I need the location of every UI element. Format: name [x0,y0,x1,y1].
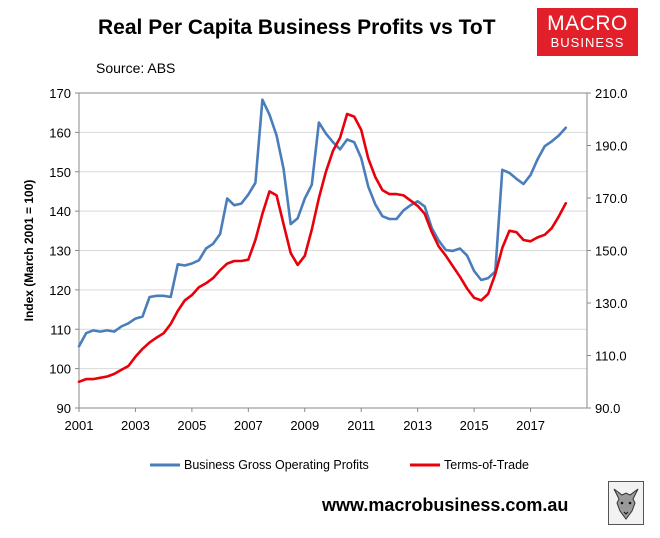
axis-ticks: 90 100 110 120 130 140 150 160 170 90.0 110.0 130.0… [49,86,627,433]
logo-line-2: BUSINESS [550,35,625,50]
x-tick-label: 2009 [290,418,319,433]
grid [79,131,587,370]
x-tick-label: 2015 [460,418,489,433]
y-tick-label: 110 [50,322,71,337]
y-tick-label: 130 [49,244,71,259]
x-tick-label: 2011 [347,418,375,433]
chart-title: Real Per Capita Business Profits vs ToT [98,16,496,39]
legend-label-tot: Terms-of-Trade [444,458,529,472]
y2-tick-label: 170.0 [595,191,628,206]
y-tick-label: 140 [49,204,71,219]
y-tick-label: 100 [49,362,71,377]
website-url: www.macrobusiness.com.au [322,495,569,515]
y-tick-label: 90 [57,401,71,416]
macrobusiness-logo: MACRO BUSINESS [537,8,638,56]
y-axis-label: Index (March 2001 = 100) [22,180,36,322]
series-line-tot [77,112,568,384]
x-tick-label: 2001 [65,418,94,433]
x-tick-label: 2007 [234,418,263,433]
y-tick-label: 150 [49,165,71,180]
x-tick-label: 2005 [177,418,206,433]
legend-label-profits: Business Gross Operating Profits [184,458,369,472]
y-tick-label: 160 [49,125,71,140]
y2-tick-label: 210.0 [595,86,628,101]
y2-tick-label: 130.0 [595,296,628,311]
x-tick-label: 2013 [403,418,432,433]
logo-line-1: MACRO [547,12,628,35]
y-tick-label: 120 [49,283,71,298]
x-tick-label: 2003 [121,418,150,433]
series-lines [77,98,568,384]
y2-tick-label: 190.0 [595,139,628,154]
legend: Business Gross Operating Profits Terms-o… [150,458,529,472]
wolf-icon [608,481,644,525]
y-tick-label: 170 [49,86,71,101]
series-line-profits [77,98,568,348]
y2-tick-label: 90.0 [595,401,620,416]
source-note: Source: ABS [96,60,176,76]
y2-tick-label: 110.0 [595,349,627,364]
x-tick-label: 2017 [516,418,545,433]
y2-tick-label: 150.0 [595,244,628,259]
